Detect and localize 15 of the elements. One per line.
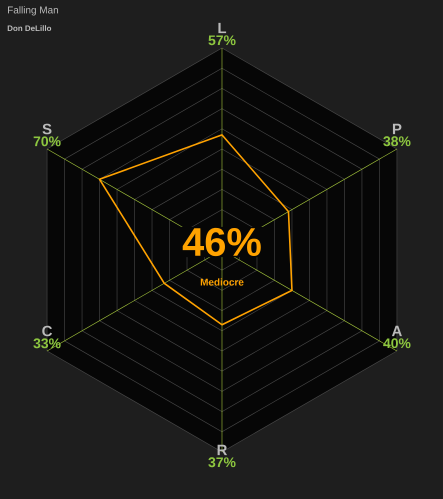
spoke-label: A: [392, 326, 402, 336]
text: 46%: [182, 228, 261, 256]
text: Mediocre: [200, 278, 244, 286]
spoke-label: S: [42, 124, 52, 134]
spoke-label: L: [218, 22, 226, 34]
spoke-label: C: [42, 326, 52, 336]
spoke-label: R: [218, 444, 228, 456]
text: 70%: [34, 136, 61, 146]
text: 37%: [208, 457, 236, 468]
text: 38%: [383, 136, 411, 146]
spoke-label: P: [392, 124, 402, 134]
text: 57%: [208, 35, 236, 46]
text: 40%: [383, 338, 411, 348]
text: 33%: [33, 338, 61, 348]
chart-title: Falling Man: [8, 6, 58, 16]
